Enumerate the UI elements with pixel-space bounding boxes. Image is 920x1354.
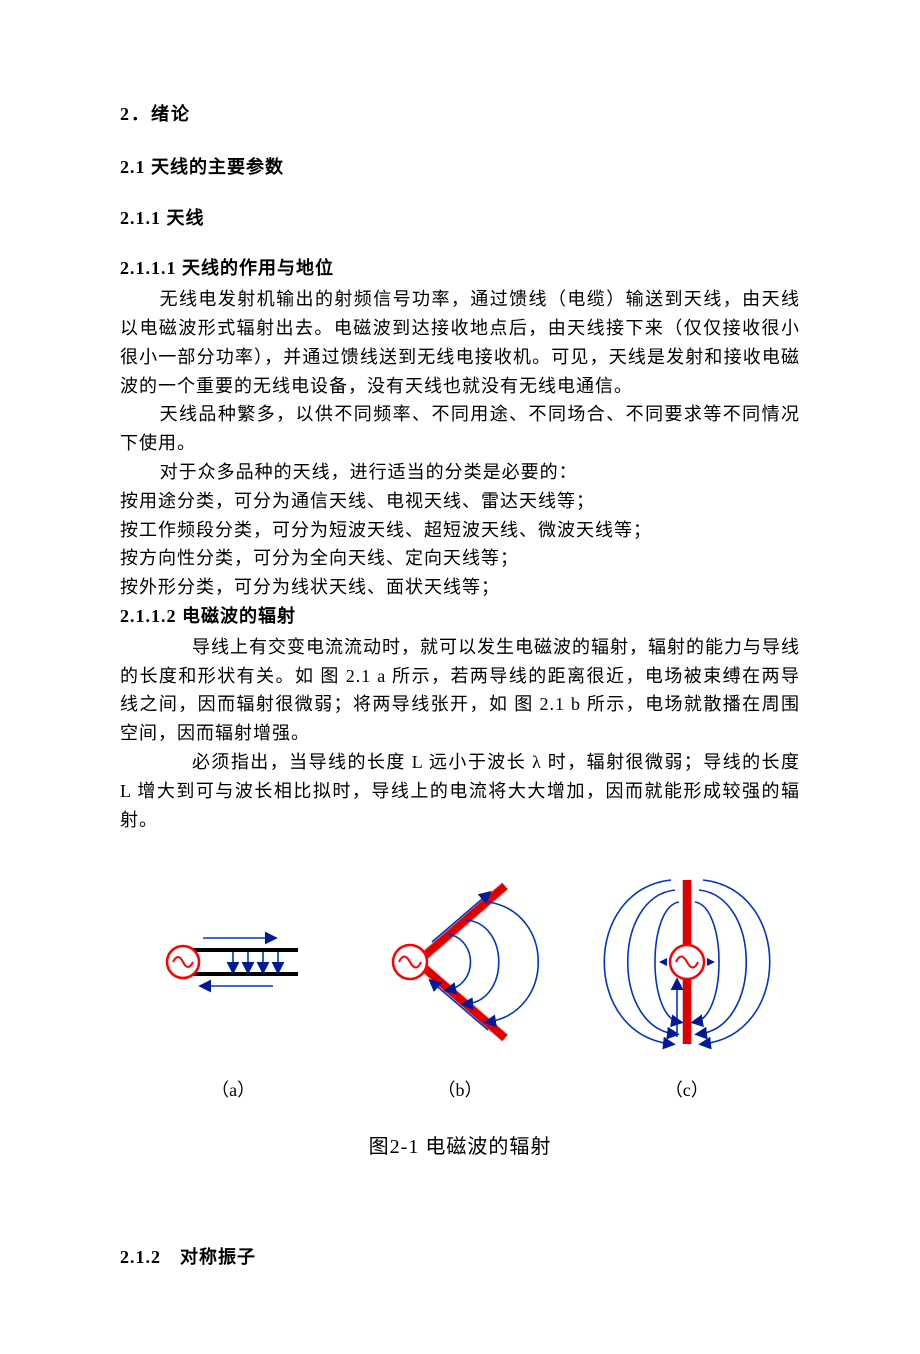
- figure-2-1: [120, 862, 800, 1062]
- heading-subsection-2-1-2: 2.1.2 对称振子: [120, 1243, 800, 1272]
- heading-section-2-1: 2.1 天线的主要参数: [120, 153, 800, 182]
- paragraph-1: 无线电发射机输出的射频信号功率，通过馈线（电缆）输送到天线，由天线以电磁波形式辐…: [120, 285, 800, 400]
- figure-a: [120, 892, 347, 1032]
- heading-2-1-1-2: 2.1.1.2 电磁波的辐射: [120, 602, 800, 631]
- figure-c-svg: [577, 862, 797, 1062]
- figure-caption: 图2-1 电磁波的辐射: [120, 1131, 800, 1163]
- figure-b-svg: [360, 862, 560, 1062]
- paragraph-2: 天线品种繁多，以供不同频率、不同用途、不同场合、不同要求等不同情况下使用。: [120, 400, 800, 458]
- paragraph-4: 导线上有交变电流流动时，就可以发生电磁波的辐射，辐射的能力与导线的长度和形状有关…: [120, 633, 800, 748]
- figure-a-svg: [143, 892, 323, 1032]
- figure-c: [573, 862, 800, 1062]
- sublabel-b: （b）: [437, 1076, 482, 1105]
- heading-2-1-1-1: 2.1.1.1 天线的作用与地位: [120, 254, 800, 283]
- paragraph-3-lead: 对于众多品种的天线，进行适当的分类是必要的：: [120, 458, 800, 487]
- heading-subsection-2-1-1: 2.1.1 天线: [120, 204, 800, 233]
- classification-line-4: 按外形分类，可分为线状天线、面状天线等；: [120, 573, 800, 602]
- heading-chapter: 2．绪论: [120, 100, 800, 129]
- figure-sublabels: （a） （b） （c）: [120, 1076, 800, 1105]
- classification-line-3: 按方向性分类，可分为全向天线、定向天线等；: [120, 544, 800, 573]
- paragraph-5: 必须指出，当导线的长度 L 远小于波长 λ 时，辐射很微弱；导线的长度 L 增大…: [120, 748, 800, 834]
- classification-line-2: 按工作频段分类，可分为短波天线、超短波天线、微波天线等；: [120, 516, 800, 545]
- classification-line-1: 按用途分类，可分为通信天线、电视天线、雷达天线等；: [120, 487, 800, 516]
- figure-b: [347, 862, 574, 1062]
- sublabel-a: （a）: [211, 1076, 255, 1105]
- sublabel-c: （c）: [665, 1076, 709, 1105]
